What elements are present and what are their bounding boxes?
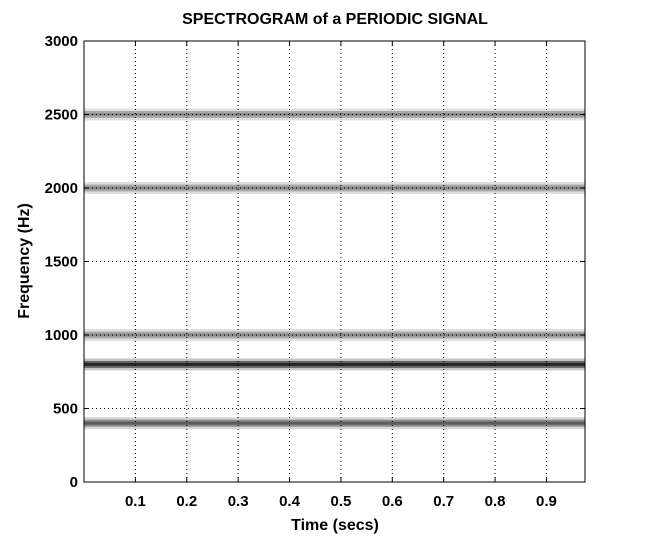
- x-tick-label: 0.6: [382, 493, 403, 510]
- x-tick-label: 0.5: [330, 493, 351, 510]
- x-tick-label: 0.7: [433, 493, 454, 510]
- x-tick-label: 0.1: [125, 493, 146, 510]
- band-core: [84, 186, 585, 190]
- band-400hz: [84, 417, 585, 430]
- plot-area-background: [84, 41, 585, 482]
- y-tick-label: 3000: [45, 33, 78, 50]
- y-tick-label: 500: [53, 401, 78, 418]
- grid-lines: [84, 40, 585, 483]
- y-tick-label: 1000: [45, 327, 78, 344]
- y-tick-labels: 0 500 1000 1500 2000 2500 3000: [45, 33, 78, 491]
- chart-title: SPECTROGRAM of a PERIODIC SIGNAL: [182, 11, 488, 28]
- band-1000hz: [84, 329, 585, 341]
- band-core: [84, 113, 585, 116]
- axis-ticks: [84, 40, 585, 483]
- y-axis-label: Frequency (Hz): [16, 203, 33, 319]
- x-tick-label: 0.2: [176, 493, 197, 510]
- y-tick-label: 2000: [45, 180, 78, 197]
- band-core: [84, 421, 585, 425]
- band-800hz: [84, 358, 585, 371]
- x-tick-label: 0.3: [228, 493, 249, 510]
- band-2500hz: [84, 108, 585, 121]
- band-core: [84, 333, 585, 337]
- y-tick-label: 2500: [45, 107, 78, 124]
- x-tick-label: 0.4: [279, 493, 301, 510]
- band-2000hz: [84, 182, 585, 194]
- x-tick-label: 0.8: [485, 493, 506, 510]
- band-core: [84, 362, 585, 366]
- y-tick-label: 1500: [45, 254, 78, 271]
- x-tick-labels: 0.1 0.2 0.3 0.4 0.5 0.6 0.7 0.8 0.9: [125, 493, 557, 510]
- x-axis-label: Time (secs): [291, 517, 379, 534]
- y-tick-label: 0: [70, 474, 78, 491]
- x-tick-label: 0.9: [536, 493, 557, 510]
- spectral-bands: [84, 108, 585, 430]
